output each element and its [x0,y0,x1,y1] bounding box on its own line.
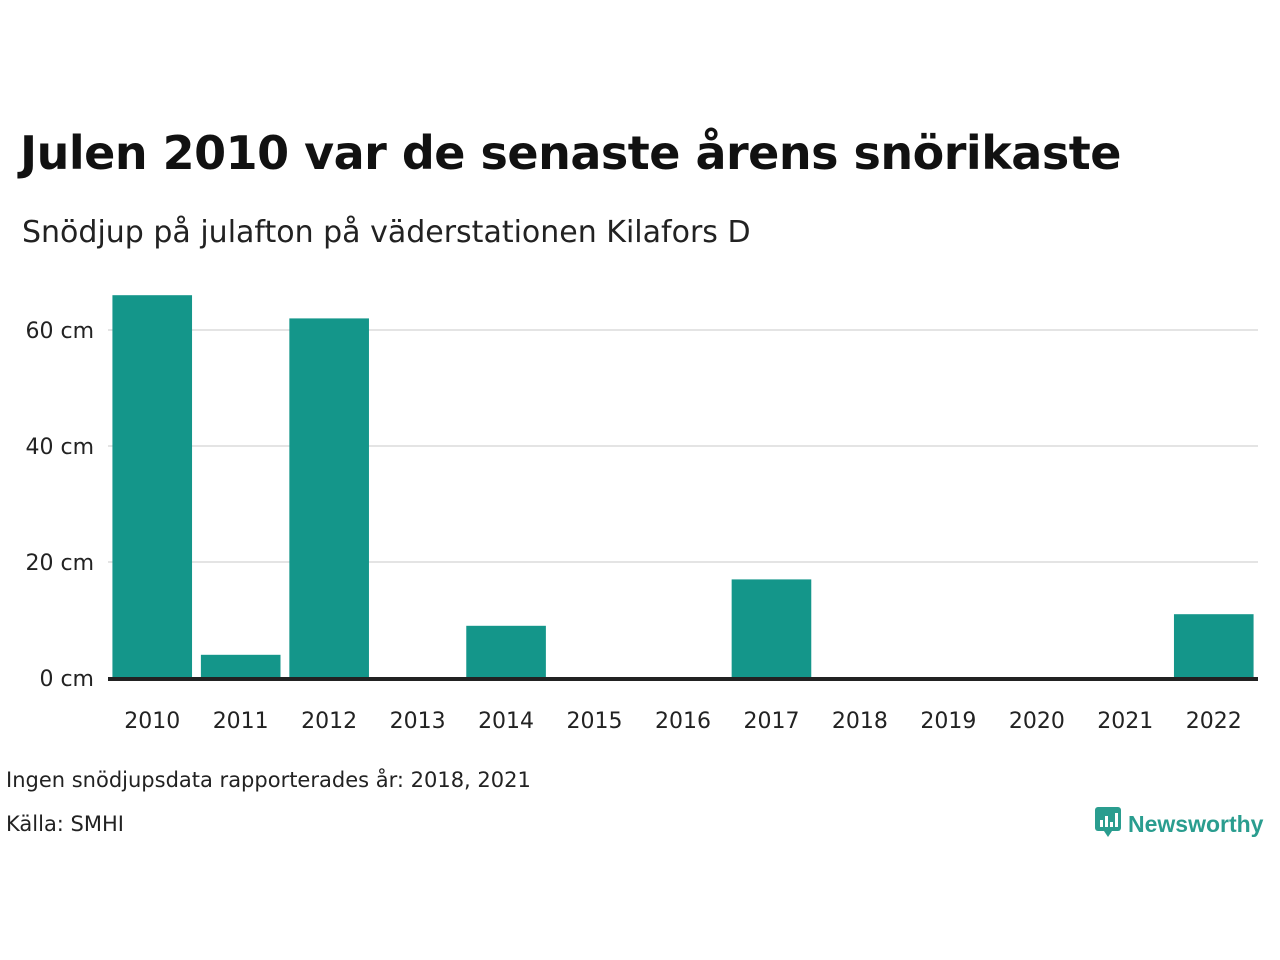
x-tick-label-2020: 2020 [1009,709,1065,734]
x-tick-label-2013: 2013 [390,709,446,734]
source-note: Källa: SMHI [6,812,124,836]
bar-chart-speech-bubble-icon [1094,806,1122,842]
x-tick-label-2018: 2018 [832,709,888,734]
x-axis-ticks: 2010 2011 2012 2013 2014 2015 2016 2017 2018 2019… [124,709,1242,734]
x-tick-label-2017: 2017 [743,709,799,734]
y-axis-ticks: 0 cm 20 cm 40 cm 60 cm [25,319,94,692]
x-tick-label-2021: 2021 [1097,709,1153,734]
gridlines [108,329,1258,563]
x-tick-label-2016: 2016 [655,709,711,734]
bar-2011 [200,654,281,678]
bar-2010 [112,295,193,678]
bar-2014 [466,625,546,678]
x-tick-label-2011: 2011 [213,709,269,734]
y-tick-label-0: 0 cm [39,667,94,692]
bar-2012 [289,318,369,678]
x-tick-label-2022: 2022 [1186,709,1242,734]
chart-title: Julen 2010 var de senaste årens snörikas… [20,126,1121,180]
missing-data-note: Ingen snödjupsdata rapporterades år: 201… [6,768,531,792]
bar-2022 [1173,614,1254,678]
chart-subtitle: Snödjup på julafton på väderstationen Ki… [22,215,751,250]
bar-2017 [731,579,812,678]
newsworthy-logo[interactable]: Newsworthy [1094,806,1263,842]
x-tick-label-2010: 2010 [124,709,180,734]
x-tick-label-2015: 2015 [567,709,623,734]
bars [112,295,1254,678]
y-tick-label-60: 60 cm [25,319,94,344]
y-tick-label-40: 40 cm [25,435,94,460]
x-tick-label-2019: 2019 [920,709,976,734]
x-tick-label-2012: 2012 [301,709,357,734]
x-tick-label-2014: 2014 [478,709,534,734]
bar-chart: 0 cm 20 cm 40 cm 60 cm 2010 2011 2012 2013 2014… [25,295,1258,734]
y-tick-label-20: 20 cm [25,551,94,576]
brand-name: Newsworthy [1128,810,1264,837]
